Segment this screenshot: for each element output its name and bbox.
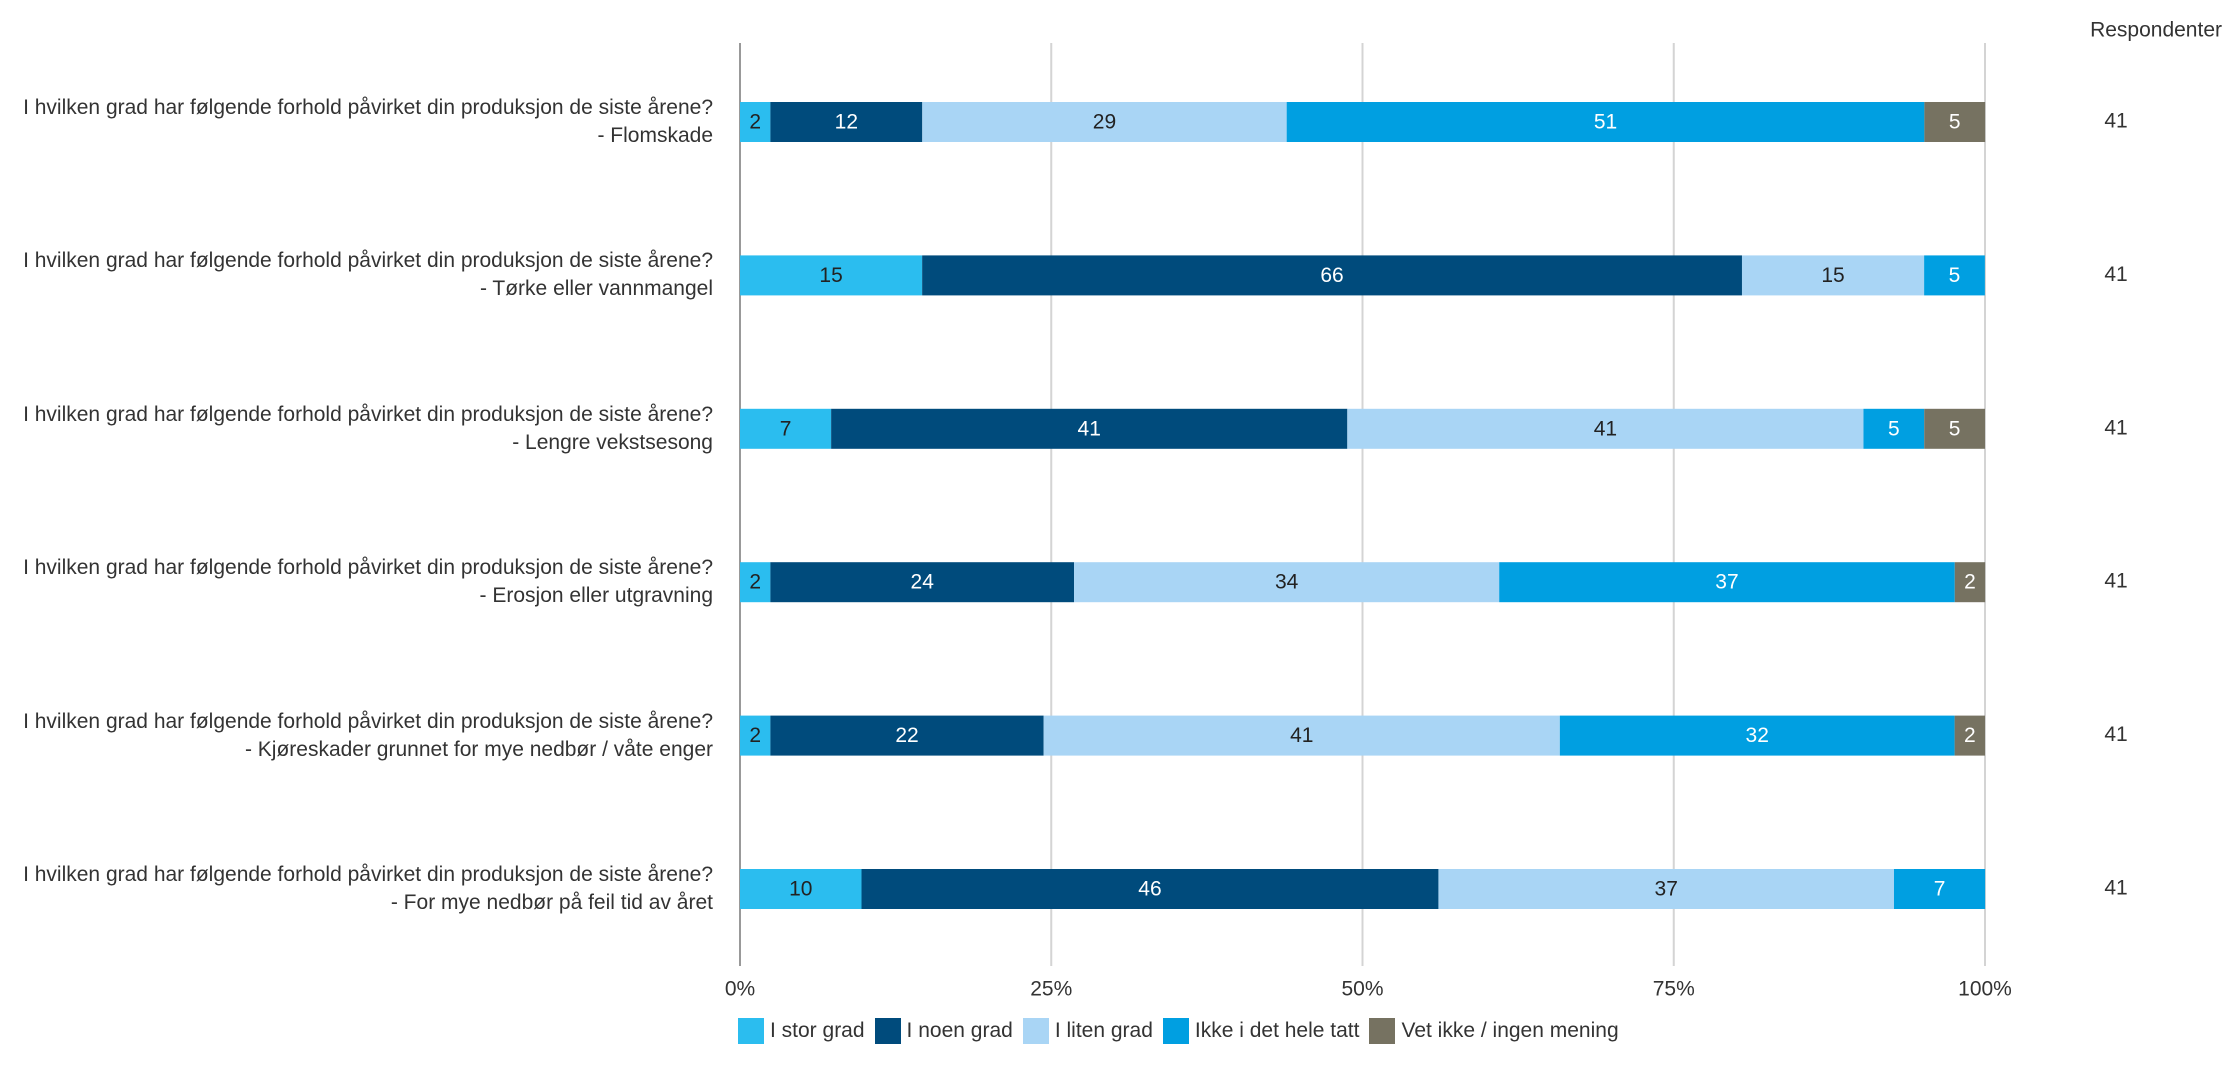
bar-segment — [831, 408, 1348, 449]
bar-segment — [1924, 102, 1986, 142]
value-label: 34 — [1275, 571, 1299, 594]
legend-item: I liten grad — [1022, 1018, 1153, 1044]
value-label: 2 — [749, 571, 761, 594]
value-label: 5 — [1888, 417, 1900, 440]
value-label: 24 — [911, 571, 935, 594]
respondents-value: 41 — [2104, 416, 2127, 439]
value-label: 41 — [1290, 724, 1313, 747]
bar-segment — [740, 715, 771, 756]
category-label: I hvilken grad har følgende forhold påvi… — [23, 709, 713, 761]
legend-label: I noen grad — [906, 1019, 1013, 1042]
bar-segment — [1559, 715, 1955, 756]
value-label: 37 — [1715, 571, 1738, 594]
value-label: 41 — [1594, 417, 1617, 440]
bar-segment — [1286, 102, 1925, 142]
value-label: 15 — [1821, 264, 1844, 287]
bar-segment — [1863, 408, 1925, 449]
value-label: 66 — [1320, 264, 1343, 287]
value-label: 7 — [1934, 878, 1946, 901]
legend-swatch — [874, 1018, 901, 1044]
value-label: 2 — [749, 724, 761, 747]
bar-segment — [922, 255, 1742, 296]
value-label: 2 — [1964, 571, 1976, 594]
legend-swatch — [1022, 1018, 1049, 1044]
legend-label: Ikke i det hele tatt — [1194, 1019, 1360, 1042]
bar-segment — [740, 869, 862, 909]
value-label: 5 — [1949, 264, 1961, 287]
bar-segment — [740, 255, 923, 296]
bar-segment — [1074, 562, 1500, 603]
bar-segment — [1347, 408, 1864, 449]
bar-segment — [1924, 408, 1985, 449]
value-label: 5 — [1949, 111, 1961, 134]
legend-item: Ikke i det hele tatt — [1162, 1018, 1360, 1044]
category-label: I hvilken grad har følgende forhold påvi… — [23, 863, 713, 914]
respondents-value: 41 — [2104, 877, 2127, 900]
bar-segment — [1043, 715, 1560, 756]
value-label: 37 — [1655, 878, 1678, 901]
category-label: I hvilken grad har følgende forhold påvi… — [23, 556, 713, 608]
legend: I stor grad I noen grad I liten grad Ikke i… — [738, 1018, 1698, 1044]
respondents-value: 41 — [2104, 110, 2127, 133]
legend-label: Vet ikke / ingen mening — [1401, 1019, 1619, 1042]
value-label: 12 — [835, 111, 858, 134]
bar-segment — [770, 562, 1075, 603]
legend-swatch — [1162, 1018, 1189, 1044]
x-tick-label: 100% — [1958, 978, 2012, 1001]
value-label: 15 — [819, 264, 842, 287]
legend-item: Vet ikke / ingen mening — [1369, 1018, 1619, 1044]
value-label: 2 — [749, 111, 761, 134]
value-label: 10 — [789, 878, 812, 901]
category-label: I hvilken grad har følgende forhold påvi… — [23, 402, 713, 454]
bar-segment — [770, 102, 923, 142]
respondents-value: 41 — [2104, 723, 2127, 746]
bar-segment — [740, 562, 771, 603]
legend-label: I stor grad — [770, 1019, 865, 1042]
x-tick-label: 0% — [725, 978, 755, 1001]
respondents-value: 41 — [2104, 570, 2127, 593]
bar-segment — [861, 869, 1439, 909]
value-label: 5 — [1949, 417, 1961, 440]
value-label: 41 — [1078, 417, 1101, 440]
value-label: 51 — [1594, 111, 1617, 134]
value-label: 32 — [1746, 724, 1769, 747]
legend-item: I stor grad — [738, 1018, 865, 1044]
respondents-value: 41 — [2104, 263, 2127, 286]
category-label: I hvilken grad har følgende forhold påvi… — [23, 249, 713, 301]
x-tick-label: 50% — [1341, 978, 1383, 1001]
x-tick-label: 25% — [1030, 978, 1072, 1001]
legend-swatch — [1369, 1018, 1396, 1044]
bar-segment — [740, 408, 832, 449]
bar-segment — [1499, 562, 1955, 603]
value-label: 29 — [1093, 111, 1116, 134]
bar-segment — [922, 102, 1287, 142]
legend-item: I noen grad — [874, 1018, 1013, 1044]
value-label: 22 — [895, 724, 918, 747]
bar-segment — [1924, 255, 1985, 296]
legend-swatch — [738, 1018, 764, 1044]
bar-segment — [1741, 255, 1925, 296]
bar-segment — [1954, 562, 1986, 603]
value-label: 46 — [1138, 878, 1161, 901]
x-tick-label: 75% — [1653, 978, 1695, 1001]
bar-segment — [1438, 869, 1894, 909]
bar-segment — [1954, 715, 1985, 756]
bar-segment — [770, 715, 1044, 756]
legend-label: I liten grad — [1054, 1019, 1153, 1042]
bar-segment — [740, 102, 771, 142]
value-label: 7 — [780, 417, 792, 440]
value-label: 2 — [1964, 724, 1976, 747]
bar-segment — [1893, 869, 1986, 909]
respondents-header: Respondenter — [2090, 19, 2222, 42]
category-label: I hvilken grad har følgende forhold påvi… — [23, 96, 713, 147]
